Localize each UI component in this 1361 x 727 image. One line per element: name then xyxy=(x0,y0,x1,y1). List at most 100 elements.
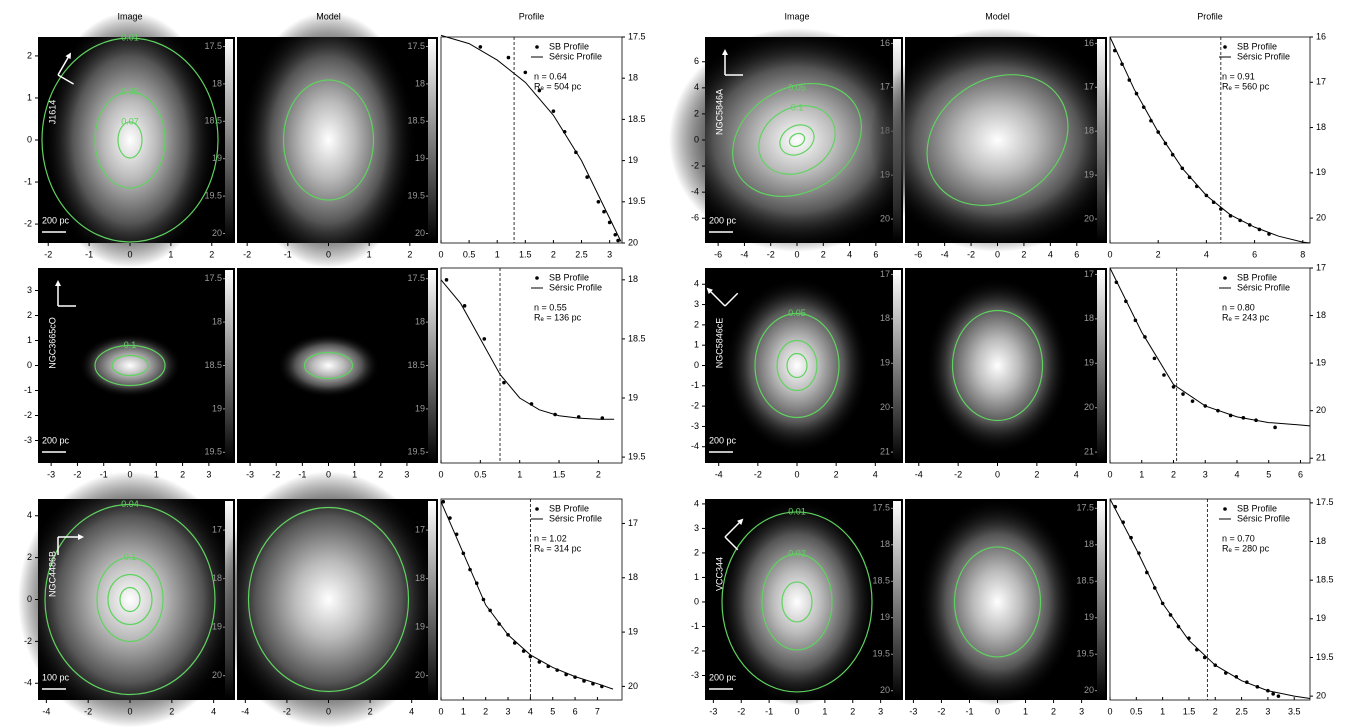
x-tick-label: 0 xyxy=(995,706,1000,716)
x-tick-label: 0 xyxy=(127,249,132,259)
x-tick-label: 4 xyxy=(1074,469,1079,479)
contour-label: 0.05 xyxy=(788,82,806,92)
sb-point xyxy=(1273,425,1277,430)
galaxy-light xyxy=(18,471,242,727)
sb-point xyxy=(1187,175,1192,180)
scale-bar-label: 200 pc xyxy=(709,672,737,682)
galaxy-light xyxy=(925,277,1070,454)
y-tick-label: 21 xyxy=(1316,453,1326,463)
colorbar-tick-label: 17.5 xyxy=(204,41,222,51)
galaxy-name: NGC4486B xyxy=(47,551,57,597)
colorbar-tick-label: 19 xyxy=(880,612,890,622)
x-tick-label: -2 xyxy=(737,706,745,716)
colorbar-tick-label: 19.5 xyxy=(407,447,425,457)
x-tick-label: 0.5 xyxy=(1130,706,1143,716)
n-label: n = 1.02 xyxy=(534,533,567,543)
colorbar xyxy=(428,39,436,241)
x-tick-label: 0 xyxy=(438,249,443,259)
y-tick-label: 4 xyxy=(27,510,32,520)
x-tick-label: 2 xyxy=(1156,249,1161,259)
legend-dot xyxy=(535,45,539,49)
colorbar-tick-label: 19.5 xyxy=(204,190,222,200)
x-tick-label: 1 xyxy=(495,249,500,259)
y-tick-label: 19 xyxy=(1316,613,1326,623)
sersic-curve xyxy=(440,501,614,690)
contour xyxy=(758,105,836,175)
galaxy-name: NGC3665cO xyxy=(47,317,57,369)
x-tick-label: 2 xyxy=(850,706,855,716)
colorbar-tick-label: 18 xyxy=(415,316,425,326)
y-tick-label: -3 xyxy=(24,435,32,445)
sersic-curve xyxy=(440,34,622,242)
x-tick-label: -1 xyxy=(765,706,773,716)
colorbar-tick-label: 20 xyxy=(880,685,890,695)
colorbar xyxy=(893,501,901,698)
colorbar-tick-label: 18.5 xyxy=(204,360,222,370)
colorbar-tick-label: 17 xyxy=(880,269,890,279)
y-tick-label: 0 xyxy=(27,134,32,144)
y-tick-label: 2 xyxy=(694,108,699,118)
x-tick-label: 2 xyxy=(378,469,383,479)
colorbar-tick-label: 19 xyxy=(212,622,222,632)
colorbar xyxy=(428,270,436,461)
re-label: Rₑ = 560 pc xyxy=(1222,81,1270,91)
y-tick-label: 18 xyxy=(628,274,638,284)
colorbar-tick-label: 20 xyxy=(212,670,222,680)
contour-label: 0.04 xyxy=(121,499,139,509)
x-tick-label: -2 xyxy=(84,706,92,716)
legend-label: Sérsic Profile xyxy=(549,282,602,292)
contour xyxy=(776,339,818,392)
colorbar-tick-label: 21 xyxy=(880,446,890,456)
colorbar-tick-label: 20 xyxy=(880,402,890,412)
sb-point xyxy=(602,209,606,214)
galaxy-light xyxy=(78,333,182,398)
legend-dot xyxy=(535,507,539,511)
y-tick-label: -2 xyxy=(691,160,699,170)
colorbar-tick-label: 19.5 xyxy=(1076,649,1094,659)
x-tick-label: 0 xyxy=(794,249,799,259)
x-tick-label: 6 xyxy=(1074,249,1079,259)
x-tick-label: 2.5 xyxy=(575,249,588,259)
galaxy-light xyxy=(917,497,1078,706)
x-tick-label: 3 xyxy=(1079,706,1084,716)
compass xyxy=(57,52,74,85)
contour xyxy=(247,506,410,693)
x-tick-label: 4 xyxy=(1048,249,1053,259)
colorbar-tick-label: 18 xyxy=(880,539,890,549)
x-tick-label: 5 xyxy=(550,706,555,716)
compass-arm xyxy=(57,74,74,85)
legend-label: Sérsic Profile xyxy=(1237,282,1290,292)
colorbar-tick-label: 19 xyxy=(880,358,890,368)
y-tick-label: 19.5 xyxy=(628,451,646,461)
sb-point xyxy=(1211,200,1216,205)
y-tick-label: 16 xyxy=(1316,31,1326,41)
contour xyxy=(44,503,216,696)
x-tick-label: -4 xyxy=(740,249,748,259)
scale-bar-label: 200 pc xyxy=(709,215,737,225)
contour-label: 0.1 xyxy=(124,552,137,562)
n-label: n = 0.80 xyxy=(1222,302,1255,312)
x-tick-label: -2 xyxy=(967,249,975,259)
x-tick-label: 3 xyxy=(1265,706,1270,716)
colorbar-tick-label: 20 xyxy=(1084,402,1094,412)
y-tick-label: 4 xyxy=(694,498,699,508)
sb-point xyxy=(1271,692,1275,696)
colorbar-tick-label: 17 xyxy=(1084,269,1094,279)
scale-bar-label: 200 pc xyxy=(709,435,737,445)
colorbar-tick-label: 18.5 xyxy=(872,576,890,586)
x-tick-label: -1 xyxy=(284,249,292,259)
sb-point xyxy=(613,232,618,237)
x-tick-label: -4 xyxy=(42,706,50,716)
y-tick-label: 0 xyxy=(694,360,699,370)
y-tick-label: 18 xyxy=(1316,536,1326,546)
y-tick-label: 3 xyxy=(27,285,32,295)
y-tick-label: 1 xyxy=(694,340,699,350)
colorbar-tick-label: 17.5 xyxy=(407,273,425,283)
x-tick-label: 8 xyxy=(1300,249,1305,259)
y-tick-label: -2 xyxy=(24,636,32,646)
colorbar-tick-label: 20 xyxy=(1084,685,1094,695)
colorbar-tick-label: 18 xyxy=(212,573,222,583)
galaxy-light xyxy=(725,277,869,454)
contour-label: 0.01 xyxy=(121,32,139,42)
y-tick-label: -3 xyxy=(691,670,699,680)
